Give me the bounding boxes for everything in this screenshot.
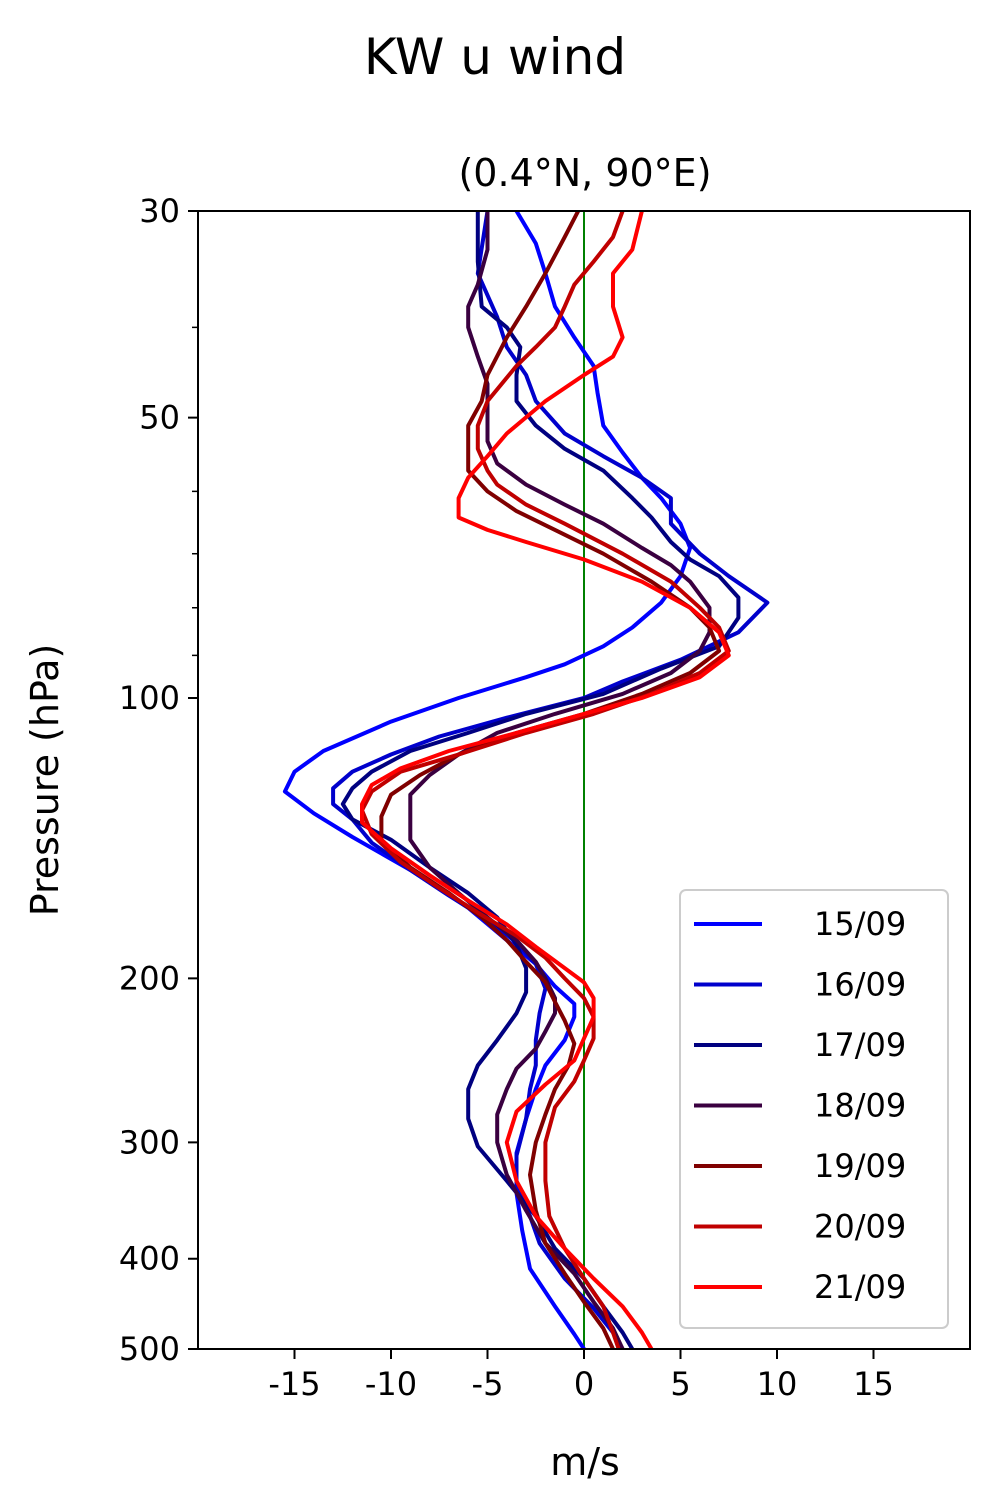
legend-label-5: 20/09 — [814, 1208, 906, 1246]
series-line-2 — [340, 211, 741, 1349]
y-tick-label: 50 — [139, 399, 180, 437]
legend-frame — [679, 889, 949, 1329]
series-line-1 — [331, 211, 770, 1349]
legend-label-1: 16/09 — [814, 966, 906, 1004]
x-tick-label: -15 — [268, 1365, 320, 1403]
series-group — [282, 211, 770, 1349]
legend: 15/09 16/09 17/09 18/09 19/09 20/09 21/09 — [679, 889, 949, 1329]
x-tick-label: -10 — [365, 1365, 417, 1403]
x-axis-title: m/s — [550, 1440, 620, 1484]
x-tick-label: -5 — [472, 1365, 504, 1403]
series-line-4 — [379, 211, 722, 1349]
x-tick-label: 15 — [853, 1365, 894, 1403]
y-tick-label: 200 — [119, 959, 180, 997]
series-line-6 — [360, 211, 731, 1349]
y-tick-label: 30 — [139, 192, 180, 230]
legend-label-0: 15/09 — [814, 905, 906, 943]
x-tick-label: 10 — [757, 1365, 798, 1403]
x-tick-label: 5 — [670, 1365, 690, 1403]
y-tick-label: 100 — [119, 679, 180, 717]
y-tick-label: 400 — [119, 1240, 180, 1278]
legend-label-3: 18/09 — [814, 1087, 906, 1125]
y-tick-label: 300 — [119, 1123, 180, 1161]
series-line-5 — [360, 211, 731, 1349]
chart-title: KW u wind — [364, 28, 626, 86]
y-tick-label: 500 — [119, 1330, 180, 1368]
legend-label-6: 21/09 — [814, 1268, 906, 1306]
legend-label-2: 17/09 — [814, 1026, 906, 1064]
plot-area: -15 -10 -5 0 5 10 15 30 50 100 200 300 400 500 — [119, 192, 971, 1403]
series-line-3 — [408, 211, 712, 1349]
x-tick-label: 0 — [574, 1365, 594, 1403]
y-axis-title: Pressure (hPa) — [23, 644, 67, 917]
legend-label-4: 19/09 — [814, 1147, 906, 1185]
chart-subtitle: (0.4°N, 90°E) — [458, 151, 711, 195]
